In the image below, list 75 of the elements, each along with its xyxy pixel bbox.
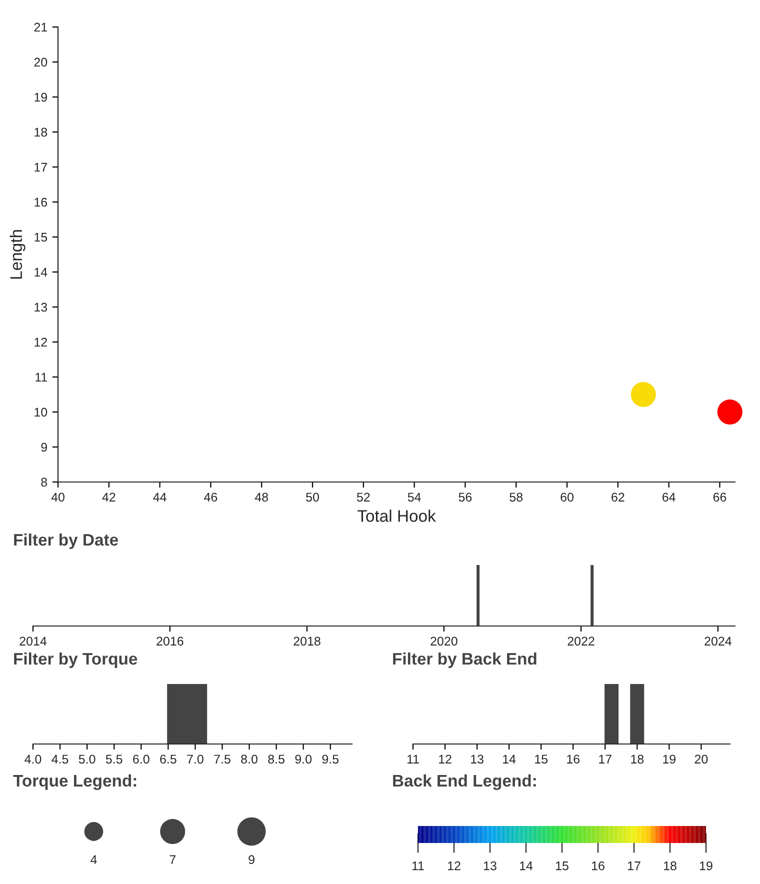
chart-title: Filter by Torque [14, 652, 138, 668]
x-tick-label: 7.0 [187, 754, 204, 764]
legend-label: 4 [90, 855, 97, 864]
y-tick-label: 20 [34, 58, 48, 67]
x-tick-label: 19 [663, 754, 676, 764]
x-tick-label: 52 [356, 492, 370, 502]
x-axis-title: Total Hook [358, 510, 436, 522]
x-tick-label: 13 [471, 754, 484, 764]
x-tick-label: 7.5 [214, 754, 230, 764]
x-tick-label: 8.5 [268, 754, 284, 764]
color-bar-label: 15 [556, 862, 568, 870]
legend-label: 9 [248, 855, 254, 864]
x-tick-label: 4.0 [24, 754, 42, 764]
x-tick-label: 54 [408, 492, 421, 502]
y-axis-title: Length [10, 230, 26, 279]
x-tick-label: 5.5 [106, 754, 122, 764]
x-tick-label: 9.5 [322, 754, 339, 764]
color-bar-label: 17 [628, 862, 640, 870]
x-tick-label: 2020 [430, 636, 458, 646]
x-tick-label: 62 [612, 492, 624, 502]
x-tick-label: 9.0 [295, 754, 312, 764]
y-tick-label: 13 [34, 302, 48, 312]
x-tick-label: 4.5 [52, 754, 68, 764]
x-tick-label: 56 [458, 492, 472, 502]
color-bar-label: 13 [484, 861, 496, 870]
color-bar-label: 12 [448, 861, 460, 870]
x-tick-label: 5.0 [78, 754, 96, 764]
color-bar-title: Back End Legend: [393, 774, 536, 790]
color-bar-label: 16 [592, 861, 604, 870]
x-tick-label: 44 [153, 492, 166, 502]
x-tick-label: 58 [510, 492, 523, 502]
y-tick-label: 9 [41, 442, 47, 452]
color-bar-label: 11 [412, 862, 424, 870]
x-tick-label: 17 [599, 754, 612, 764]
y-tick-label: 10 [34, 408, 48, 417]
x-tick-label: 8.0 [241, 754, 258, 764]
y-tick-label: 11 [36, 372, 47, 382]
x-tick-label: 48 [254, 492, 268, 502]
x-tick-label: 2014 [20, 636, 47, 646]
color-bar-label: 19 [700, 861, 712, 870]
y-tick-label: 15 [34, 232, 48, 242]
x-tick-label: 50 [306, 492, 319, 502]
x-tick-label: 14 [503, 754, 516, 764]
y-tick-label: 8 [41, 478, 48, 487]
color-bar-label: 14 [520, 862, 533, 870]
x-tick-label: 18 [631, 754, 644, 764]
legend-title: Torque Legend: [13, 774, 136, 790]
x-tick-label: 60 [560, 492, 574, 502]
y-tick-label: 17 [34, 162, 47, 172]
y-tick-label: 21 [34, 22, 47, 32]
x-tick-label: 6.5 [160, 754, 176, 764]
y-tick-label: 14 [34, 268, 48, 277]
y-tick-label: 16 [34, 198, 48, 207]
y-tick-label: 12 [34, 338, 47, 347]
x-tick-label: 2024 [704, 636, 732, 646]
y-tick-label: 19 [34, 92, 47, 102]
x-tick-label: 66 [713, 492, 726, 502]
chart-title: Filter by Back End [393, 652, 536, 668]
x-tick-label: 6.0 [133, 754, 150, 764]
x-tick-label: 16 [567, 754, 580, 764]
x-tick-label: 40 [51, 492, 64, 502]
x-tick-label: 2018 [294, 636, 320, 646]
x-tick-label: 12 [439, 754, 452, 764]
color-bar-label: 18 [664, 861, 676, 870]
x-tick-label: 64 [662, 492, 676, 502]
x-tick-label: 20 [694, 754, 708, 764]
x-tick-label: 11 [407, 754, 419, 764]
x-tick-label: 2016 [156, 636, 184, 646]
x-tick-label: 46 [204, 492, 218, 502]
chart-title: Filter by Date [14, 533, 118, 550]
x-tick-label: 42 [102, 492, 116, 502]
x-tick-label: 15 [535, 754, 548, 764]
y-tick-label: 18 [34, 128, 48, 137]
legend-label: 7 [170, 855, 176, 864]
x-tick-label: 2022 [568, 636, 594, 646]
